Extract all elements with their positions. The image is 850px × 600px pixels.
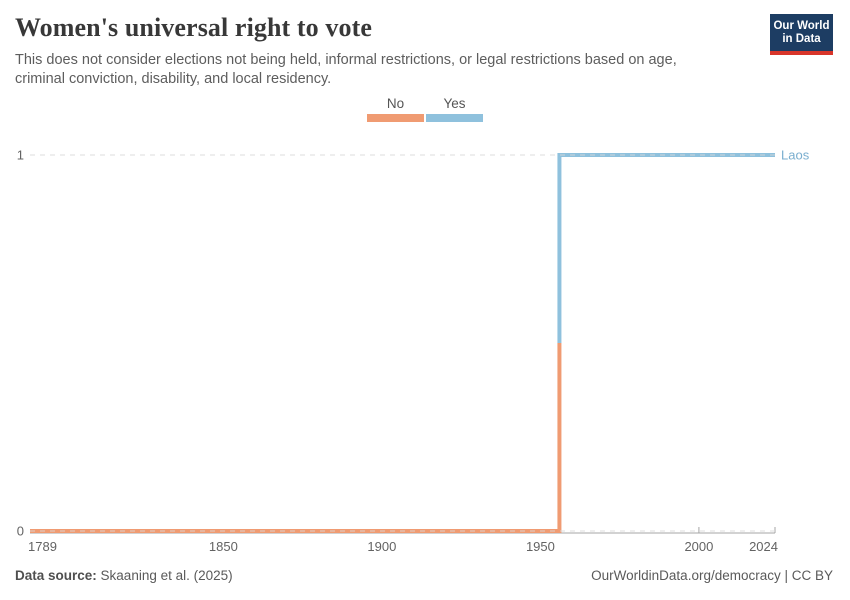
legend-label-no: No bbox=[386, 96, 405, 111]
owid-logo-line1: Our World bbox=[773, 20, 830, 32]
legend-swatch-no bbox=[367, 114, 424, 122]
entity-label[interactable]: Laos bbox=[781, 148, 810, 163]
series-line-no[interactable] bbox=[30, 343, 562, 533]
owid-logo-line2: in Data bbox=[782, 33, 821, 45]
chart-footer: Data source: Skaaning et al. (2025) OurW… bbox=[15, 568, 833, 583]
x-tick-label: 1850 bbox=[209, 539, 238, 554]
owid-logo[interactable]: Our World in Data bbox=[770, 14, 833, 55]
legend-item-yes[interactable]: Yes bbox=[426, 96, 483, 122]
series-line-yes[interactable] bbox=[557, 153, 775, 343]
page-title: Women's universal right to vote bbox=[15, 13, 372, 42]
legend-label-yes: Yes bbox=[443, 96, 466, 111]
legend-item-no[interactable]: No bbox=[367, 96, 424, 122]
data-source: Data source: Skaaning et al. (2025) bbox=[15, 568, 233, 583]
x-tick-label: 1900 bbox=[367, 539, 396, 554]
legend: No Yes bbox=[367, 96, 483, 122]
y-tick-label: 0 bbox=[17, 524, 24, 539]
chart-subtitle: This does not consider elections not bei… bbox=[15, 52, 677, 87]
x-tick-label: 1950 bbox=[526, 539, 555, 554]
x-tick-label: 2000 bbox=[684, 539, 713, 554]
y-tick-label: 1 bbox=[17, 148, 24, 163]
x-tick-label: 2024 bbox=[749, 539, 778, 554]
attribution-link[interactable]: OurWorldinData.org/democracy | CC BY bbox=[591, 568, 833, 583]
data-source-value: Skaaning et al. (2025) bbox=[100, 568, 233, 583]
legend-swatch-yes bbox=[426, 114, 483, 122]
data-source-label: Data source: bbox=[15, 568, 97, 583]
x-tick-label: 1789 bbox=[28, 539, 57, 554]
